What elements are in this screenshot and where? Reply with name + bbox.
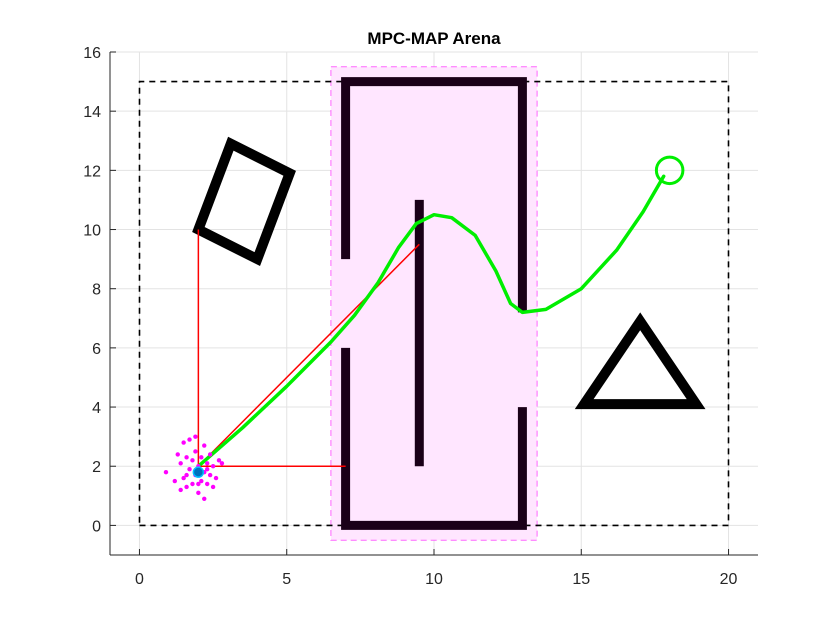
walls-layer	[341, 77, 527, 530]
particle-28	[172, 478, 177, 484]
particle-19	[205, 461, 210, 466]
particle-16	[199, 455, 204, 460]
obstacle-0	[192, 136, 296, 267]
particle-6	[184, 455, 189, 460]
particle-15	[199, 478, 204, 484]
planned-path	[196, 174, 666, 468]
particle-8	[187, 437, 192, 442]
particle-12	[193, 449, 198, 454]
rays-layer	[197, 229, 420, 467]
y-tick-label-2: 4	[92, 400, 101, 417]
particle-4	[181, 440, 186, 445]
zone-layer	[330, 66, 538, 541]
particle-3	[181, 475, 186, 481]
x-tick-label-2: 10	[425, 571, 443, 588]
particle-26	[216, 458, 222, 463]
x-tick-label-0: 0	[135, 571, 144, 588]
particle-32	[184, 472, 189, 478]
y-tick-label-4: 8	[92, 282, 101, 299]
axes-layer	[109, 51, 758, 556]
wall-0	[341, 77, 527, 313]
robot-marker	[192, 466, 205, 478]
y-tick-label-1: 2	[92, 459, 101, 476]
particle-9	[190, 481, 195, 487]
particle-7	[187, 466, 192, 472]
particle-2	[178, 461, 183, 466]
particle-23	[210, 484, 216, 490]
y-tick-label-8: 16	[83, 45, 101, 62]
obstacle-1	[574, 312, 706, 410]
highlight-zone	[330, 66, 538, 541]
y-tick-label-5: 10	[83, 223, 101, 240]
particle-10	[190, 458, 195, 463]
sensor-ray-2	[197, 243, 420, 467]
particle-22	[207, 452, 213, 457]
wall-1	[341, 347, 527, 530]
particle-21	[207, 472, 213, 478]
particle-18	[202, 496, 207, 501]
particle-13	[196, 490, 201, 496]
chart-title: MPC-MAP Arena	[367, 29, 501, 48]
particle-5	[184, 484, 189, 490]
particle-34	[205, 466, 210, 472]
particle-31	[202, 443, 207, 448]
particle-25	[213, 475, 219, 481]
x-tick-label-4: 20	[720, 571, 738, 588]
particle-27	[219, 461, 225, 466]
goal-marker	[654, 155, 685, 186]
path-layer	[196, 155, 685, 468]
y-tick-label-0: 0	[92, 518, 101, 535]
particle-33	[196, 481, 201, 487]
particle-0	[163, 469, 169, 475]
obstacles-layer	[192, 136, 706, 410]
particle-29	[178, 487, 183, 493]
particle-1	[175, 452, 180, 457]
y-tick-label-7: 14	[83, 104, 101, 121]
particle-20	[205, 481, 210, 487]
y-tick-label-6: 12	[83, 163, 101, 180]
x-tick-label-3: 15	[572, 571, 590, 588]
y-tick-label-3: 6	[92, 341, 101, 358]
x-tick-label-1: 5	[282, 571, 291, 588]
particle-24	[210, 464, 216, 469]
robot-layer	[192, 466, 205, 478]
particle-30	[193, 434, 198, 439]
tick-labels-layer: 0 5 10 15 20 0 2 4 6 8 10 12 14 16	[83, 45, 737, 588]
